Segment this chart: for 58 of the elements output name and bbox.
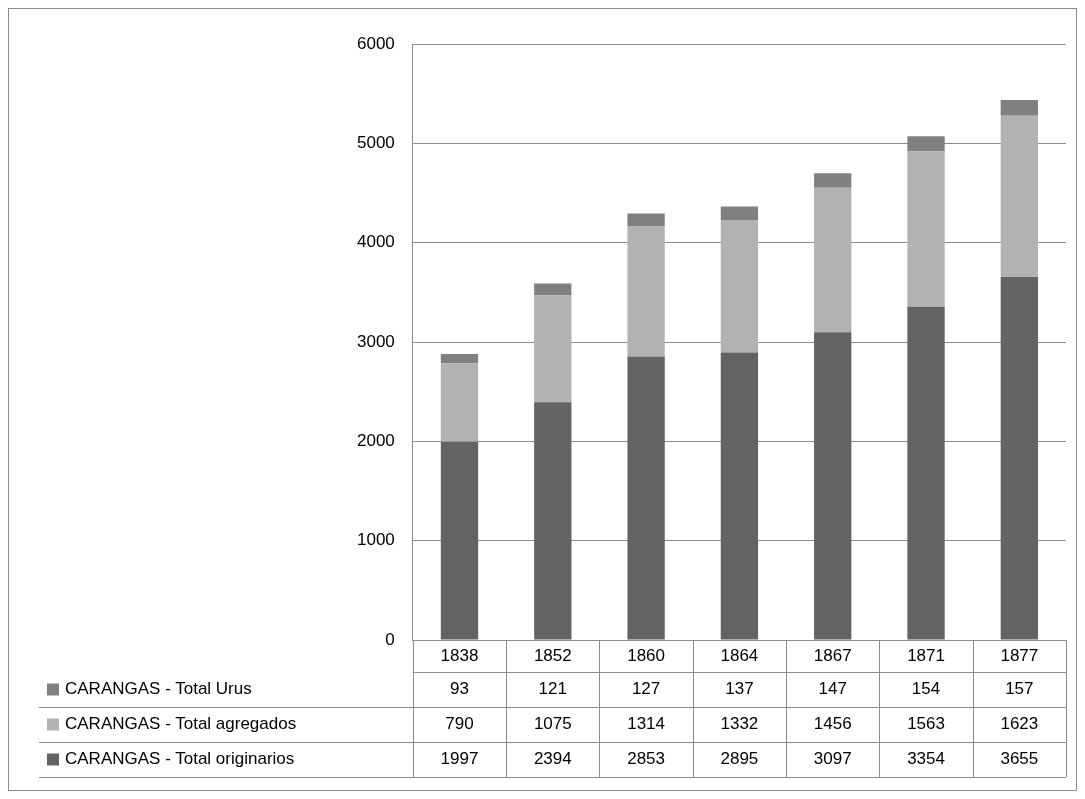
y-tick-label: 5000: [356, 133, 395, 153]
y-tick-label: 3000: [356, 331, 395, 351]
bar: [627, 213, 665, 227]
y-tick-label: 1000: [356, 530, 395, 550]
data-label: 790: [445, 714, 474, 734]
data-label: 147: [818, 679, 847, 699]
data-label: 1332: [720, 714, 759, 734]
data-label: 1075: [533, 714, 572, 734]
bar: [720, 206, 759, 221]
bar: [440, 353, 479, 364]
bar: [534, 295, 572, 403]
bar: [440, 363, 479, 442]
bar: [534, 402, 572, 640]
x-tick-label: 1867: [813, 645, 852, 665]
bar: [907, 306, 945, 640]
data-label: 1563: [907, 714, 945, 734]
bar: [534, 283, 572, 296]
data-label: 93: [450, 679, 469, 699]
y-tick-label: 2000: [356, 431, 395, 451]
bar: [720, 352, 759, 640]
data-label: 137: [725, 679, 754, 699]
legend-label: CARANGAS - Total originarios: [65, 749, 295, 769]
data-label: 1314: [627, 714, 666, 734]
bar: [1000, 276, 1039, 640]
bar: [1000, 115, 1039, 277]
data-label: 157: [1005, 679, 1034, 699]
bar: [440, 441, 479, 640]
data-label: 1623: [1000, 714, 1039, 734]
data-label: 121: [538, 679, 567, 699]
data-label: 3097: [813, 749, 852, 769]
data-label: 2895: [720, 749, 759, 769]
data-label: 3354: [907, 749, 945, 769]
y-tick-label: 6000: [356, 33, 395, 53]
bar: [720, 220, 759, 353]
data-label: 1456: [813, 714, 852, 734]
data-label: 154: [911, 679, 941, 699]
x-tick-label: 1838: [440, 645, 479, 665]
bar: [627, 356, 665, 640]
bar: [1000, 100, 1039, 116]
bar: [907, 151, 945, 307]
y-tick-label: 4000: [356, 232, 395, 252]
legend-label: CARANGAS - Total Urus: [65, 679, 252, 699]
x-tick-label: 1852: [533, 645, 572, 665]
x-tick-label: 1860: [627, 645, 666, 665]
bar: [814, 332, 852, 640]
bar: [814, 173, 852, 188]
x-tick-label: 1877: [1000, 645, 1039, 665]
data-label: 3655: [1000, 749, 1039, 769]
data-label: 2853: [627, 749, 666, 769]
bar: [627, 226, 665, 357]
x-tick-label: 1864: [720, 645, 759, 665]
x-tick-label: 1871: [907, 645, 945, 665]
data-label: 127: [631, 679, 661, 699]
bar: [814, 187, 852, 333]
y-tick-label: 0: [385, 629, 395, 649]
data-label: 2394: [533, 749, 572, 769]
legend-label: CARANGAS - Total agregados: [65, 714, 297, 734]
data-label: 1997: [440, 749, 479, 769]
